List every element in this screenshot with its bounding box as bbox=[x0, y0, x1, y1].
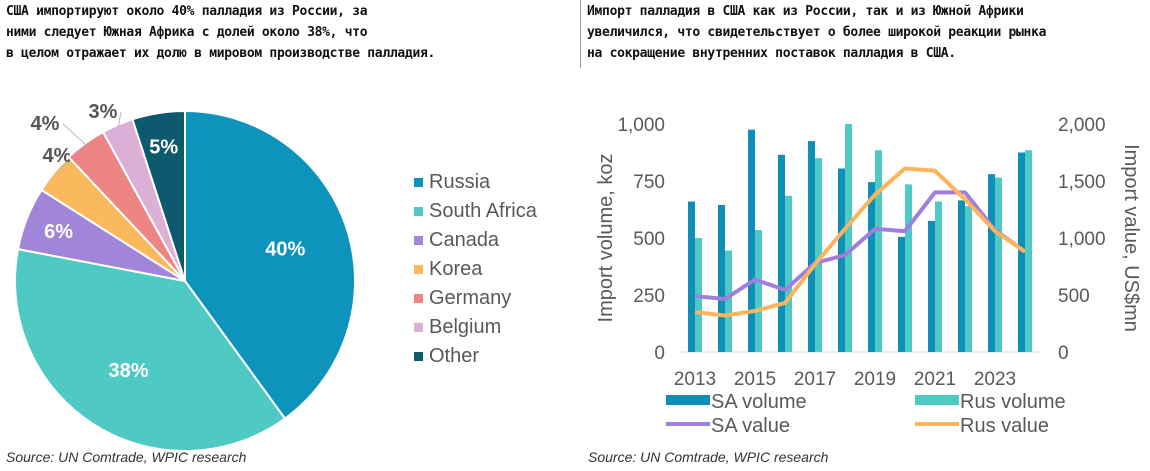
bar-sa-volume bbox=[988, 174, 995, 352]
legend-swatch bbox=[414, 178, 423, 187]
bar-sa-volume bbox=[718, 204, 725, 352]
x-tick-label: 2023 bbox=[974, 369, 1016, 390]
x-tick-label: 2013 bbox=[674, 369, 716, 390]
bar-rus-volume bbox=[785, 195, 792, 352]
y2-tick-label: 0 bbox=[1058, 343, 1069, 364]
legend-label: Korea bbox=[429, 258, 483, 280]
pie-slice-south-africa bbox=[14, 247, 287, 452]
legend-swatch bbox=[414, 352, 423, 361]
legend-label: Belgium bbox=[429, 316, 501, 338]
bar-sa-volume bbox=[1018, 152, 1025, 352]
legend-swatch bbox=[414, 265, 423, 274]
bar-sa-volume bbox=[748, 129, 755, 352]
legend-swatch bbox=[414, 294, 423, 303]
line-sa-value bbox=[694, 190, 1027, 301]
y-tick-label: 750 bbox=[633, 172, 665, 193]
y2-axis-title: Import value, US$mn bbox=[1120, 144, 1142, 332]
bar-rus-volume bbox=[725, 250, 732, 352]
line-rus-value bbox=[694, 166, 1027, 318]
y2-tick-label: 500 bbox=[1058, 286, 1090, 307]
x-tick-label: 2015 bbox=[734, 369, 776, 390]
pie-data-label: 40% bbox=[265, 238, 305, 260]
right-caption: Импорт палладия в США как из России, так… bbox=[587, 4, 1047, 61]
pie-data-label: 38% bbox=[109, 360, 149, 382]
y-tick-label: 500 bbox=[633, 229, 665, 250]
y2-tick-label: 1,500 bbox=[1058, 172, 1106, 193]
legend-label: SA volume bbox=[711, 391, 807, 413]
legend-swatch bbox=[414, 323, 423, 332]
legend-swatch bbox=[666, 395, 710, 405]
legend-label: Canada bbox=[429, 229, 500, 251]
bar-rus-volume bbox=[815, 158, 822, 352]
right-source: Source: UN Comtrade, WPIC research bbox=[588, 449, 829, 465]
y2-tick-label: 2,000 bbox=[1058, 115, 1106, 136]
bar-sa-volume bbox=[778, 154, 785, 352]
legend-label: SA value bbox=[711, 415, 790, 437]
bar-sa-volume bbox=[928, 220, 935, 352]
x-tick-label: 2019 bbox=[854, 369, 896, 390]
y2-tick-label: 1,000 bbox=[1058, 229, 1106, 250]
legend-label: Germany bbox=[429, 287, 511, 309]
bar-rus-volume bbox=[755, 230, 762, 352]
pie-data-label: 5% bbox=[149, 137, 178, 159]
pie-slice-other bbox=[131, 109, 186, 282]
legend-label: Other bbox=[429, 345, 479, 367]
bar-rus-volume bbox=[875, 150, 882, 352]
bar-rus-volume bbox=[935, 201, 942, 352]
bar-rus-volume bbox=[995, 177, 1002, 352]
bar-sa-volume bbox=[958, 200, 965, 352]
bar-sa-volume bbox=[868, 182, 875, 352]
pie-data-label: 6% bbox=[44, 221, 73, 243]
legend-swatch bbox=[414, 236, 423, 245]
leader-line bbox=[62, 123, 87, 146]
legend-label: Rus volume bbox=[960, 391, 1066, 413]
y-tick-label: 250 bbox=[633, 286, 665, 307]
y-axis-title: Import volume, koz bbox=[595, 154, 617, 323]
legend-label: Rus value bbox=[960, 415, 1049, 437]
x-tick-label: 2017 bbox=[794, 369, 836, 390]
y-tick-label: 0 bbox=[654, 343, 665, 364]
bar-sa-volume bbox=[838, 168, 845, 352]
bar-rus-volume bbox=[845, 124, 852, 352]
bar-sa-volume bbox=[688, 201, 695, 352]
y-tick-label: 1,000 bbox=[617, 115, 665, 136]
bar-sa-volume bbox=[808, 141, 815, 352]
bar-rus-volume bbox=[1025, 150, 1032, 352]
pie-data-label: 4% bbox=[31, 113, 60, 135]
bar-rus-volume bbox=[965, 206, 972, 352]
pie-slice-russia bbox=[184, 109, 356, 420]
x-tick-label: 2021 bbox=[914, 369, 956, 390]
legend-label: South Africa bbox=[429, 200, 538, 222]
pie-data-label: 4% bbox=[43, 145, 72, 167]
legend-label: Russia bbox=[429, 171, 491, 193]
left-caption: США импортируют около 40% палладия из Ро… bbox=[6, 4, 436, 61]
left-source: Source: UN Comtrade, WPIC research bbox=[6, 449, 247, 465]
bar-rus-volume bbox=[905, 184, 912, 352]
pie-data-label: 3% bbox=[89, 101, 118, 123]
bar-sa-volume bbox=[898, 236, 905, 352]
legend-swatch bbox=[915, 395, 959, 405]
legend-swatch bbox=[414, 207, 423, 216]
leader-line bbox=[117, 111, 122, 127]
divider bbox=[580, 0, 581, 68]
